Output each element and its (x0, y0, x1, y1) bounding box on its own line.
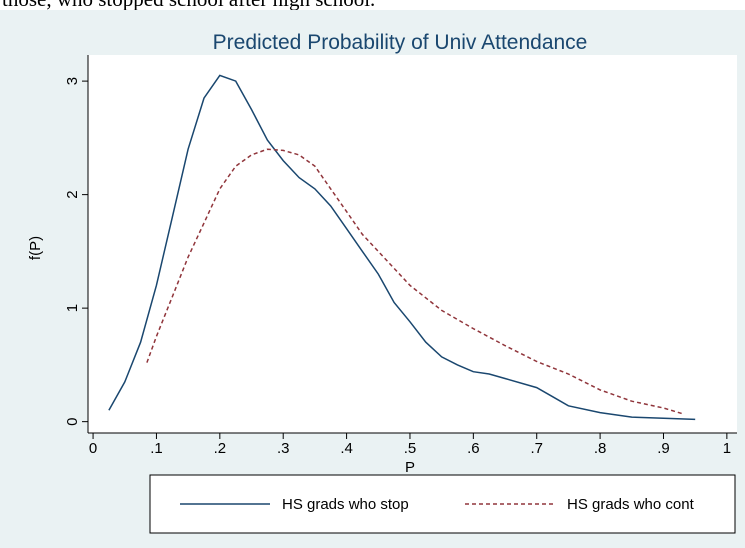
x-tick-label: .9 (657, 440, 670, 457)
x-tick-label: .3 (277, 440, 290, 457)
x-tick-label: .4 (340, 440, 353, 457)
y-tick-label: 2 (64, 190, 81, 198)
legend-label: HS grads who stop (282, 496, 409, 513)
chart: Predicted Probability of Univ Attendance… (0, 10, 745, 548)
y-axis-label: f(P) (27, 236, 44, 260)
x-tick-label: 0 (89, 440, 97, 457)
x-tick-label: .8 (594, 440, 607, 457)
header-fragment: those, who stopped school after high sch… (0, 0, 745, 10)
x-tick-label: .5 (404, 440, 417, 457)
series-line (108, 74, 696, 421)
x-tick-label: .7 (530, 440, 543, 457)
x-tick-label: .1 (150, 440, 163, 457)
x-tick-label: .2 (214, 440, 227, 457)
y-tick-label: 1 (64, 304, 81, 312)
x-tick-label: 1 (723, 440, 731, 457)
header-text: those, who stopped school after high sch… (2, 0, 375, 10)
series-line (146, 148, 683, 415)
y-tick-label: 0 (64, 417, 81, 425)
plot-area (88, 55, 737, 433)
y-tick-label: 3 (64, 77, 81, 85)
legend-label: HS grads who cont (567, 496, 695, 513)
chart-title: Predicted Probability of Univ Attendance (213, 31, 588, 54)
x-tick-label: .6 (467, 440, 480, 457)
x-axis-label: P (405, 459, 415, 476)
